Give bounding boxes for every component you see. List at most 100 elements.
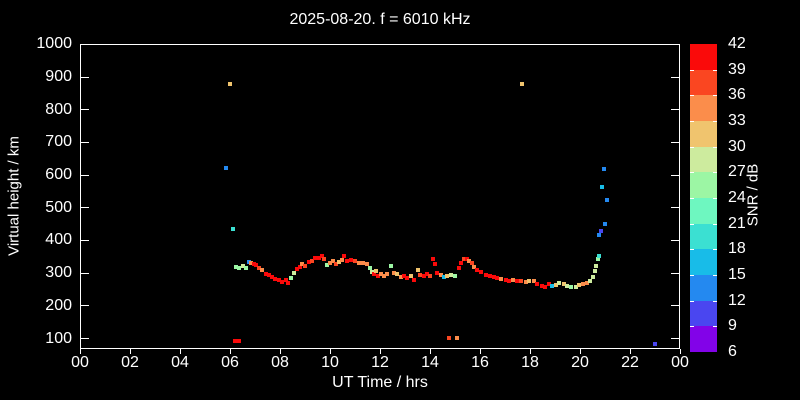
colorbar-segment: [690, 249, 717, 275]
y-tick: [81, 174, 89, 176]
x-tick: [329, 349, 331, 354]
colorbar-segment: [690, 198, 717, 224]
colorbar-segment: [690, 172, 717, 198]
x-tick: [629, 349, 631, 354]
data-point: [475, 267, 480, 272]
x-tick-label: 00: [671, 354, 689, 371]
data-point: [234, 264, 238, 269]
data-point: [382, 274, 386, 279]
data-point: [515, 279, 520, 284]
data-point: [587, 279, 592, 284]
y-tick-label: 100: [45, 329, 72, 347]
data-point: [598, 229, 603, 234]
x-tick: [529, 349, 531, 354]
data-point: [491, 275, 496, 280]
data-point: [392, 271, 396, 276]
x-tick-label: 02: [121, 354, 139, 371]
colorbar-tick-label: 12: [728, 291, 746, 309]
data-point: [535, 281, 540, 286]
colorbar-tick: [713, 121, 717, 122]
colorbar-tick: [713, 95, 717, 97]
y-tick: [81, 43, 89, 45]
data-point: [224, 165, 228, 170]
data-point: [438, 272, 443, 277]
data-point: [592, 268, 597, 273]
data-point: [487, 274, 492, 279]
data-point: [455, 335, 459, 340]
y-tick: [81, 76, 89, 78]
data-point: [373, 268, 378, 273]
data-point: [590, 275, 595, 280]
x-tick-label: 06: [221, 354, 239, 371]
data-point: [283, 278, 288, 283]
data-point: [367, 265, 372, 270]
data-point: [389, 263, 393, 268]
data-point: [249, 261, 253, 266]
y-tick-label: 600: [45, 166, 72, 184]
y-tick-right: [671, 239, 679, 241]
data-point: [543, 284, 547, 289]
colorbar-tick: [690, 300, 694, 302]
colorbar-tick: [713, 69, 717, 71]
data-point: [319, 253, 324, 258]
data-point: [266, 273, 271, 278]
colorbar-segment: [690, 223, 717, 250]
data-point: [272, 277, 277, 282]
data-point: [330, 259, 335, 264]
data-point: [379, 272, 383, 277]
data-point: [257, 265, 261, 270]
data-point: [322, 257, 326, 262]
data-point: [398, 274, 403, 279]
data-point: [364, 262, 369, 267]
data-point: [430, 257, 435, 262]
x-tick: [379, 349, 381, 354]
data-point: [511, 278, 515, 283]
y-tick-right: [671, 43, 679, 45]
data-point: [243, 265, 248, 270]
colorbar-tick: [690, 223, 694, 225]
colorbar-tick: [713, 300, 717, 302]
data-point: [415, 268, 420, 273]
data-point: [294, 267, 299, 272]
colorbar-tick-label: 42: [728, 35, 746, 52]
x-tick-label: 08: [271, 354, 289, 371]
data-point: [303, 263, 307, 268]
colorbar-tick: [690, 198, 694, 199]
data-point: [339, 258, 344, 263]
y-tick-right: [671, 141, 679, 143]
data-point: [597, 232, 601, 237]
data-point: [312, 255, 317, 260]
x-tick-label: 22: [621, 354, 639, 371]
y-tick-right: [671, 174, 679, 176]
data-point: [316, 255, 321, 260]
data-point: [254, 263, 258, 268]
data-point: [300, 262, 305, 267]
data-point: [269, 275, 274, 280]
colorbar-tick-label: 27: [728, 163, 746, 181]
data-point: [601, 166, 606, 171]
colorbar-tick-label: 24: [728, 189, 746, 206]
colorbar-tick-label: 6: [728, 343, 737, 360]
colorbar-tick-label: 39: [728, 60, 746, 78]
data-point: [236, 339, 241, 344]
x-tick-label: 14: [421, 354, 439, 371]
y-tick: [81, 207, 89, 209]
data-point: [421, 274, 426, 279]
colorbar-tick-label: 30: [728, 137, 746, 155]
x-tick: [229, 349, 231, 354]
data-point: [504, 277, 508, 282]
y-tick-right: [671, 109, 679, 111]
y-tick-right: [671, 76, 679, 78]
x-tick-label: 00: [71, 354, 89, 371]
data-point: [519, 279, 523, 284]
colorbar-segment: [690, 69, 717, 96]
colorbar-tick: [690, 69, 694, 71]
colorbar-segment: [690, 95, 717, 121]
x-tick: [179, 349, 181, 354]
data-point: [596, 254, 601, 259]
data-point: [427, 274, 432, 279]
chart-title: 2025-08-20. f = 6010 kHz: [289, 11, 471, 28]
colorbar-tick-label: 36: [728, 86, 746, 104]
data-point: [604, 197, 609, 202]
